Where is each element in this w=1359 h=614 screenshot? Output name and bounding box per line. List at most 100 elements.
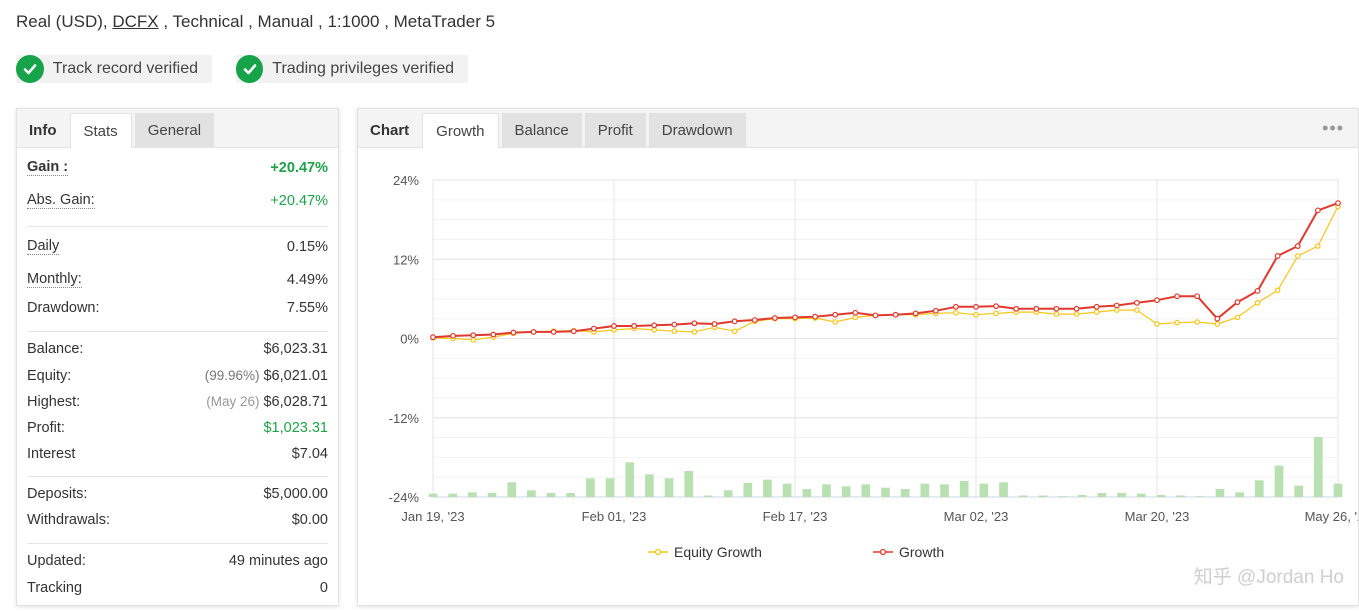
volume-bars	[428, 437, 1343, 497]
stat-label[interactable]: Monthly:	[27, 271, 82, 288]
data-point	[993, 310, 999, 317]
stat-value: +20.47%	[270, 159, 328, 176]
data-point	[832, 319, 839, 325]
data-point	[430, 334, 436, 341]
data-point	[611, 323, 617, 329]
legend-marker	[879, 548, 887, 556]
data-point	[1154, 297, 1160, 304]
stat-label[interactable]: Daily	[27, 238, 60, 255]
data-point	[450, 332, 457, 339]
highest-date: (May 26)	[206, 394, 260, 409]
data-point	[1254, 300, 1261, 306]
chart-panel: Chart Growth Balance Profit Drawdown •••…	[357, 108, 1359, 606]
data-point	[1073, 311, 1080, 317]
volume-bar	[1235, 492, 1244, 497]
data-point	[691, 320, 698, 327]
volume-bar	[1195, 496, 1205, 497]
stat-value: 49 minutes ago	[228, 553, 328, 569]
x-axis: Jan 19, '23 Feb 01, '23 Feb 17, '23 Mar 02,…	[401, 509, 1358, 524]
tab-stats[interactable]: Stats	[69, 113, 132, 148]
stat-highest: Highest: (May 26) $6,028.71	[27, 394, 328, 410]
x-tick-label: Mar 20, '23	[1125, 509, 1190, 524]
chart-tabbar: Chart Growth Balance Profit Drawdown •••	[358, 109, 1358, 148]
legend-marker	[654, 548, 662, 556]
data-point	[1073, 305, 1080, 312]
stat-label: Balance:	[27, 341, 84, 357]
volume-bar	[940, 484, 949, 497]
stat-gain: Gain : +20.47%	[27, 159, 328, 176]
stat-equity: Equity: (99.96%) $6,021.01	[27, 368, 328, 384]
tab-balance[interactable]: Balance	[501, 113, 582, 147]
data-point	[671, 328, 678, 335]
volume-bar	[1117, 493, 1126, 497]
data-point	[1314, 207, 1321, 214]
stat-label[interactable]: Abs. Gain:	[27, 192, 95, 209]
data-point	[792, 314, 798, 321]
series-line-growth	[432, 202, 1339, 339]
growth-chart: 24% 12% 0% -12% -24% Jan 19, '23 Feb 01, '23 F…	[389, 173, 1358, 560]
volume-bar	[684, 471, 694, 497]
tab-info[interactable]: Info	[29, 121, 57, 139]
tab-growth[interactable]: Growth	[422, 113, 499, 148]
stat-label: Equity:	[27, 368, 72, 384]
x-tick-label: Feb 01, '23	[582, 509, 647, 524]
data-point	[1154, 321, 1160, 327]
stat-label: Updated:	[27, 553, 86, 569]
tab-drawdown[interactable]: Drawdown	[648, 113, 746, 147]
tab-profit[interactable]: Profit	[584, 113, 646, 147]
stat-value-group: (99.96%) $6,021.01	[205, 368, 328, 384]
volume-bar	[1313, 437, 1323, 497]
data-point	[510, 329, 517, 336]
data-point	[731, 318, 738, 325]
data-point	[973, 303, 979, 310]
volume-bar	[861, 484, 871, 497]
stat-label: Drawdown:	[27, 300, 100, 316]
volume-bar	[1254, 480, 1264, 497]
account-summary: Real (USD), DCFX , Technical , Manual , …	[16, 12, 495, 32]
data-point	[973, 311, 979, 318]
volume-bar	[841, 486, 851, 497]
stat-label: Highest:	[27, 394, 81, 410]
volume-bar	[1274, 465, 1284, 497]
data-point	[892, 311, 899, 318]
data-point	[852, 309, 859, 316]
y-tick-label: 12%	[393, 252, 419, 267]
stat-value: 7.55%	[286, 300, 328, 316]
volume-bar	[1333, 483, 1343, 497]
volume-bar	[999, 482, 1008, 497]
volume-bar	[802, 489, 812, 497]
stats-tabbar: Info Stats General	[17, 109, 338, 148]
tab-general[interactable]: General	[134, 113, 215, 147]
legend-label: Equity Growth	[674, 544, 762, 560]
stat-label: Withdrawals:	[27, 512, 110, 528]
divider	[27, 226, 328, 227]
y-tick-label: -24%	[389, 490, 420, 505]
volume-bar	[1077, 495, 1087, 497]
volume-bar	[487, 493, 497, 497]
data-point	[1113, 302, 1120, 309]
data-point	[1013, 305, 1020, 312]
stat-interest: Interest $7.04	[27, 446, 328, 462]
data-point	[953, 309, 959, 316]
divider	[27, 543, 328, 544]
stat-label[interactable]: Gain :	[27, 159, 69, 176]
data-point	[1214, 315, 1221, 322]
data-point	[1315, 243, 1321, 249]
volume-bar	[566, 493, 576, 497]
broker-link[interactable]: DCFX	[112, 12, 159, 31]
volume-bar	[468, 492, 477, 497]
data-point	[470, 332, 477, 339]
stat-value: $0.00	[291, 512, 328, 528]
more-options-icon[interactable]: •••	[1322, 118, 1344, 138]
stats-panel: Info Stats General Gain : +20.47% Abs. G…	[16, 108, 339, 606]
volume-bar	[1097, 493, 1107, 497]
data-point	[1294, 253, 1301, 259]
volume-bar	[448, 493, 458, 497]
stat-value: +20.47%	[270, 192, 328, 209]
y-tick-label: -12%	[389, 411, 420, 426]
data-point	[1274, 253, 1281, 259]
stat-balance: Balance: $6,023.31	[27, 341, 328, 357]
data-point	[1093, 309, 1100, 315]
stat-value: $1,023.31	[263, 420, 328, 436]
data-point	[570, 328, 577, 335]
